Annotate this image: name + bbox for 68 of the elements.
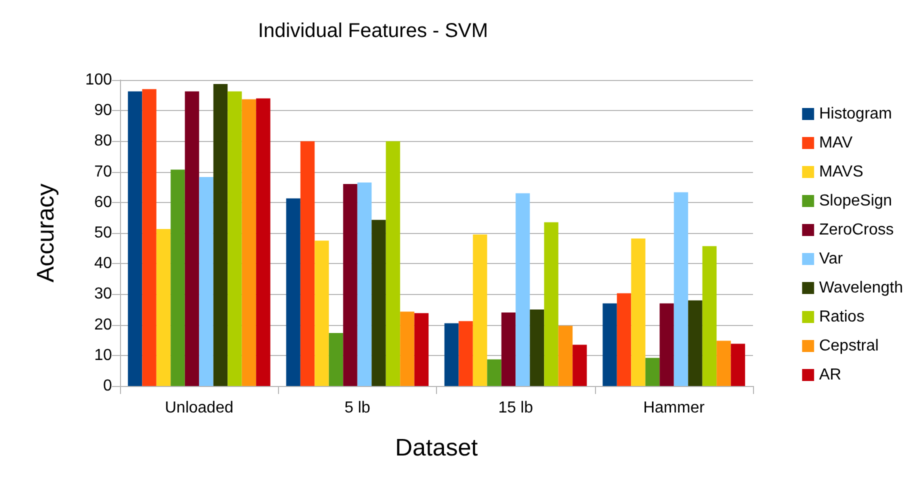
bar <box>314 240 329 386</box>
bar <box>328 333 344 386</box>
chart-title: Individual Features - SVM <box>258 20 488 42</box>
y-tick-label: 20 <box>94 316 112 334</box>
bar <box>286 198 300 386</box>
bar <box>300 141 315 386</box>
y-tick-label: 70 <box>94 163 112 180</box>
bar <box>616 293 632 386</box>
y-tick-label: 60 <box>94 194 112 211</box>
x-tick-label: 15 lb <box>498 400 534 416</box>
x-tick-label: Hammer <box>643 400 706 416</box>
legend-label: SlopeSign <box>819 192 892 210</box>
bar <box>716 340 731 386</box>
y-axis-title: Accuracy <box>32 184 60 282</box>
bar <box>184 91 200 386</box>
bar <box>558 326 573 386</box>
bar <box>242 99 256 386</box>
bar <box>357 182 372 386</box>
bar <box>386 141 400 386</box>
bar <box>414 313 429 386</box>
bar <box>631 238 646 386</box>
y-tick-label: 90 <box>94 102 112 120</box>
bar <box>730 344 746 386</box>
bar <box>660 303 674 386</box>
legend-label: Wavelength <box>819 280 904 296</box>
bar <box>444 323 459 386</box>
bar <box>674 192 688 386</box>
bar <box>572 344 587 386</box>
y-tick-label: 10 <box>94 346 112 364</box>
bar <box>688 300 702 386</box>
legend-label: MAV <box>819 134 853 152</box>
x-axis-title: Dataset <box>395 434 478 462</box>
x-tick-label: 5 lb <box>344 400 370 416</box>
y-tick-label: 80 <box>94 132 112 150</box>
bar <box>602 303 617 386</box>
bar <box>156 229 171 386</box>
y-tick-label: 50 <box>94 224 112 242</box>
bar <box>400 312 414 386</box>
y-tick-label: 0 <box>103 378 112 394</box>
y-tick-label: 40 <box>94 255 112 272</box>
y-tick-label: 100 <box>85 72 112 88</box>
y-tick-label: 30 <box>94 286 112 303</box>
bar <box>128 91 142 386</box>
bar <box>472 234 488 386</box>
bar <box>702 246 717 386</box>
legend-label: Ratios <box>819 308 864 326</box>
bar <box>530 310 544 386</box>
legend-label: AR <box>819 366 842 384</box>
legend-label: ZeroCross <box>819 222 894 238</box>
bar <box>228 91 242 386</box>
bar <box>487 359 502 386</box>
bar <box>458 321 473 386</box>
bar <box>372 220 386 386</box>
bar <box>199 177 214 386</box>
bar <box>213 84 228 386</box>
bar <box>256 98 270 386</box>
legend-label: Var <box>819 250 844 268</box>
bar <box>142 89 156 386</box>
legend-label: Cepstral <box>819 338 879 354</box>
bar <box>170 170 185 386</box>
bar <box>501 312 516 386</box>
bar <box>645 358 660 386</box>
legend-label: Histogram <box>819 106 892 122</box>
bar <box>516 193 530 386</box>
legend-label: MAVS <box>819 164 864 180</box>
bar <box>343 184 358 386</box>
bar <box>544 222 558 386</box>
x-tick-label: Unloaded <box>164 400 234 416</box>
